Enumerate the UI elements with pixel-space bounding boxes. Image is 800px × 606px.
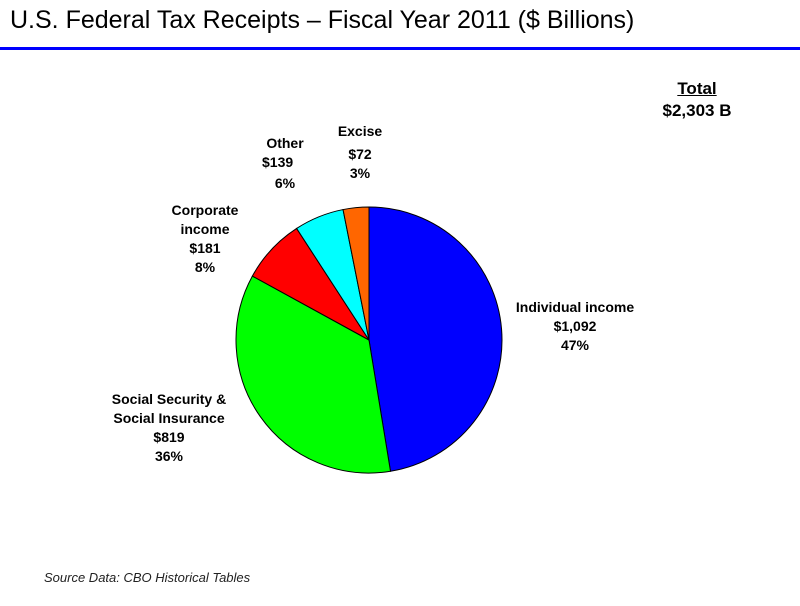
label-corporate-income: Corporate income $181 8% [150,201,260,277]
chart-title: U.S. Federal Tax Receipts – Fiscal Year … [10,6,635,34]
label-excise-name: Excise [337,123,383,139]
label-corporate-percent: 8% [194,259,216,275]
title-divider [0,47,800,50]
pie-slice-social-security-social-insurance [235,275,392,474]
label-individual-percent: 47% [560,337,590,353]
label-social-value: $819 [153,429,185,445]
label-corporate-value: $181 [189,240,221,256]
label-individual-value: $1,092 [553,318,597,334]
pie-slice-individual-income [368,206,503,472]
label-corporate-name-2: income [180,221,230,237]
source-note: Source Data: CBO Historical Tables [44,570,251,585]
label-individual-income: Individual income $1,092 47% [500,298,650,355]
pie-slice-excise [342,206,370,341]
label-other: Other $139 6% [250,134,320,193]
label-other-name: Other [266,135,304,151]
total-value: $2,303 B [662,101,732,120]
label-other-percent: 6% [274,175,296,191]
total-label: Total [677,79,717,98]
label-excise-percent: 3% [349,165,371,181]
total-box: Total $2,303 B [646,78,748,122]
label-social-name-1: Social Security & [111,391,227,407]
label-social-percent: 36% [154,448,184,464]
label-other-value: $139 [262,154,294,170]
label-excise-value: $72 [348,146,372,162]
label-corporate-name-1: Corporate [171,202,239,218]
label-social-name-2: Social Insurance [113,410,225,426]
label-excise: Excise $72 3% [325,122,395,183]
label-social-security: Social Security & Social Insurance $819 … [94,390,244,466]
label-individual-name: Individual income [515,299,635,315]
